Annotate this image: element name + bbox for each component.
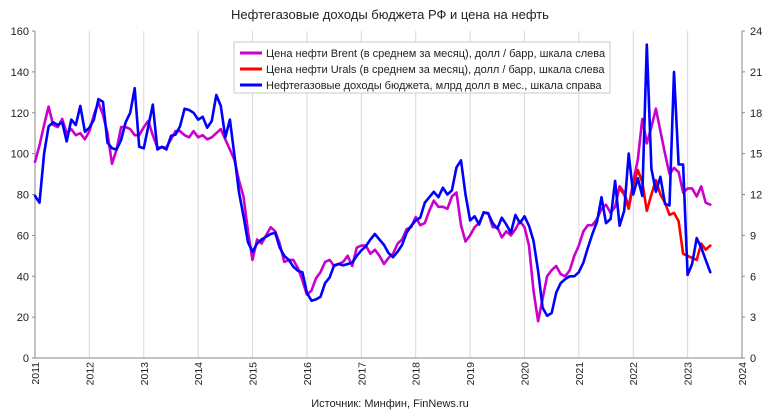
- x-tick-label: 2015: [248, 362, 260, 386]
- x-tick-label: 2023: [683, 362, 695, 386]
- x-tick-label: 2013: [139, 362, 151, 386]
- y-right-tick-label: 24: [750, 26, 762, 38]
- y-left-tick-label: 80: [17, 190, 29, 202]
- y-right-tick-label: 0: [750, 353, 756, 365]
- x-tick-label: 2016: [302, 362, 314, 386]
- series-line-revenue: [33, 43, 712, 318]
- y-left-tick-label: 120: [11, 108, 29, 120]
- legend-label-brent: Цена нефти Brent (в среднем за месяц), д…: [266, 48, 606, 60]
- y-right-tick-label: 15: [750, 149, 762, 161]
- x-tick-label: 2022: [628, 362, 640, 386]
- x-tick-label: 2017: [356, 362, 368, 386]
- x-tick-label: 2019: [465, 362, 477, 386]
- legend-box: [233, 41, 611, 94]
- x-tick-label: 2021: [574, 362, 586, 386]
- x-tick-label: 2020: [519, 362, 531, 386]
- x-ticks: 2011 2012 2013 2014 2015 2016 2017 2018 2019 2020…: [30, 362, 749, 386]
- legend-label-urals: Цена нефти Urals (в среднем за месяц), д…: [266, 64, 605, 76]
- y-right-tick-label: 6: [750, 271, 756, 283]
- x-tick-label: 2018: [411, 362, 423, 386]
- x-tick-label: 2014: [193, 362, 205, 386]
- y-left-tick-label: 0: [23, 353, 29, 365]
- legend: Цена нефти Brent (в среднем за месяц), д…: [233, 41, 611, 94]
- y-left-tick-label: 20: [17, 312, 29, 324]
- y-left-tick-label: 40: [17, 271, 29, 283]
- y-right-ticks: 0 3 6 9 12 15 18 21 24: [742, 26, 762, 365]
- chart-title: Нефтегазовые доходы бюджета РФ и цена на…: [231, 7, 549, 22]
- y-right-tick-label: 9: [750, 230, 756, 242]
- y-left-tick-label: 140: [11, 67, 29, 79]
- source-note: Источник: Минфин, FinNews.ru: [311, 398, 468, 410]
- x-tick-label: 2024: [737, 362, 749, 386]
- y-right-tick-label: 21: [750, 67, 762, 79]
- series-lines: [33, 43, 712, 323]
- y-left-tick-label: 160: [11, 26, 29, 38]
- series-line-brent: [33, 101, 712, 323]
- y-left-tick-label: 60: [17, 230, 29, 242]
- y-right-tick-label: 12: [750, 190, 762, 202]
- x-tick-label: 2012: [84, 362, 96, 386]
- x-tick-label: 2011: [30, 362, 42, 385]
- y-right-tick-label: 3: [750, 312, 756, 324]
- y-left-ticks: 0 20 40 60 80 100 120 140 160: [11, 26, 35, 365]
- y-right-tick-label: 18: [750, 108, 762, 120]
- legend-label-revenue: Нефтегазовые доходы бюджета, млрд долл в…: [266, 80, 602, 92]
- y-left-tick-label: 100: [11, 149, 29, 161]
